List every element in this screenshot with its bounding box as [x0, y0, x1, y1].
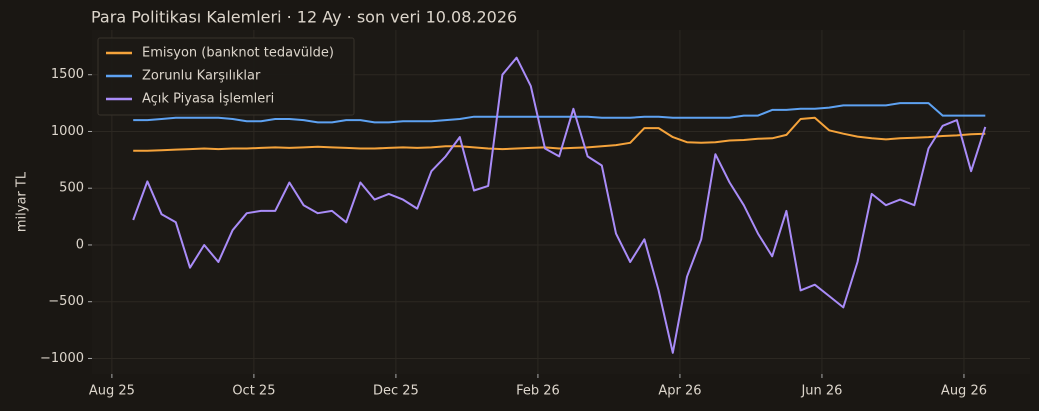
y-tick-label: −1000	[40, 351, 84, 366]
x-tick-label: Dec 25	[373, 384, 419, 399]
y-tick-label: 0	[76, 237, 84, 252]
x-tick-label: Oct 25	[232, 384, 275, 399]
series-line	[132, 56, 987, 354]
x-tick-label: Jun 26	[800, 384, 842, 399]
x-tick-label: Aug 25	[89, 384, 135, 399]
x-tick-label: Aug 26	[941, 384, 987, 399]
legend-label: Zorunlu Karşılıklar	[142, 69, 261, 84]
chart-title: Para Politikası Kalemleri · 12 Ay · son …	[91, 8, 517, 27]
y-tick-label: 1500	[51, 67, 84, 82]
x-tick-label: Apr 26	[658, 384, 701, 399]
y-tick-label: 500	[59, 181, 84, 196]
y-axis-label: milyar TL	[15, 171, 30, 232]
series-line	[133, 116, 986, 152]
series-line	[133, 102, 986, 124]
y-tick-label: 1000	[51, 124, 84, 139]
x-tick-label: Feb 26	[516, 384, 560, 399]
y-tick-label: −500	[48, 294, 84, 309]
legend-label: Emisyon (banknot tedavülde)	[142, 46, 334, 61]
legend-label: Açık Piyasa İşlemleri	[142, 91, 274, 107]
legend-box	[97, 37, 355, 116]
